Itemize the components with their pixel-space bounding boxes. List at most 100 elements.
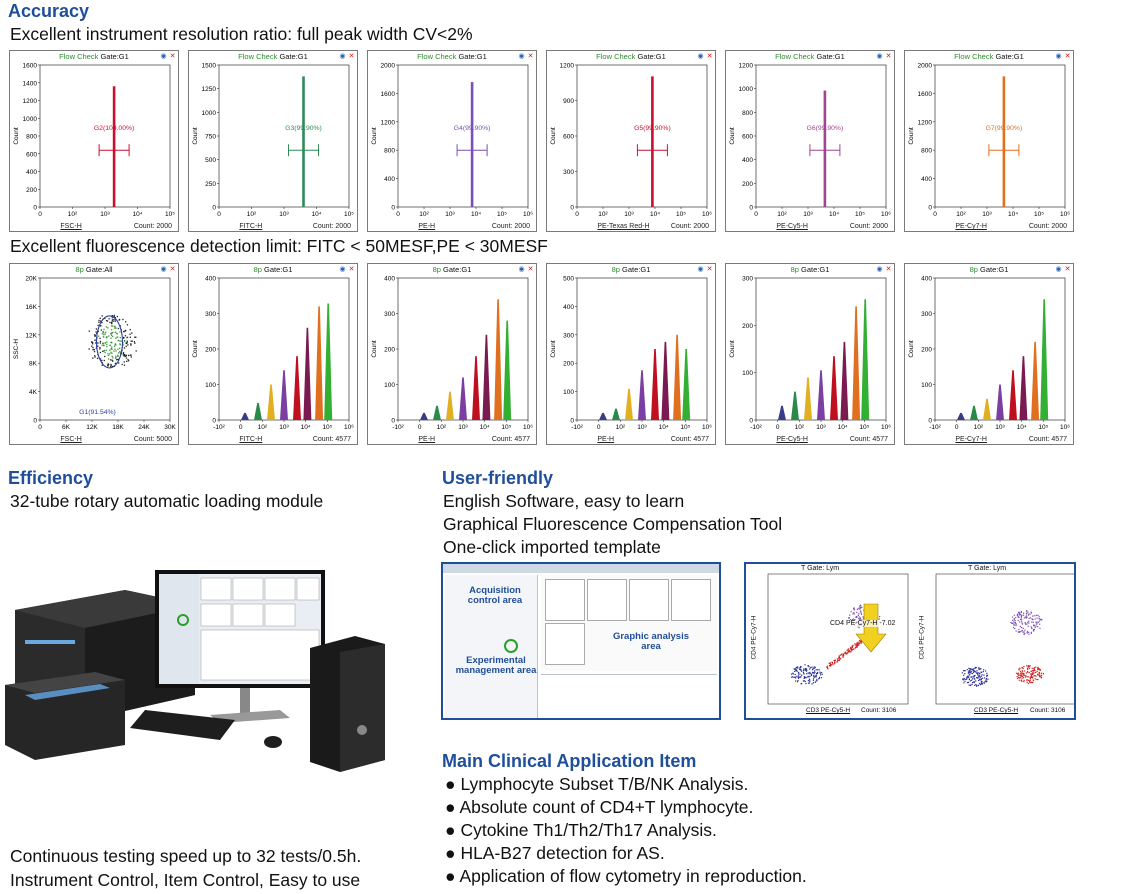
comp-event	[968, 667, 970, 670]
comp-event	[1019, 667, 1021, 669]
comp-event	[808, 678, 811, 680]
scatter-event	[104, 351, 106, 354]
comp-event	[795, 666, 797, 668]
close-icon[interactable]: ✕	[348, 53, 355, 60]
info-icon[interactable]: ◉	[339, 53, 346, 60]
comp-event	[860, 612, 862, 614]
r2-4-x-tick: 10³	[995, 424, 1005, 431]
comp-event	[1021, 680, 1023, 682]
comp-event	[973, 675, 975, 677]
info-icon[interactable]: ◉	[697, 266, 704, 273]
scatter-event	[93, 350, 96, 353]
comp-right-gate: T Gate: Lym	[968, 565, 1007, 572]
info-icon[interactable]: ◉	[518, 53, 525, 60]
close-icon[interactable]: ✕	[1064, 53, 1071, 60]
comp-event	[973, 670, 975, 672]
comp-event	[1027, 621, 1029, 623]
comp-event	[853, 619, 856, 621]
scatter-event	[117, 352, 120, 354]
gate-label: Gate:G1	[458, 52, 487, 61]
comp-event	[1035, 621, 1037, 623]
comp-event	[1026, 632, 1028, 634]
comp-event	[971, 683, 973, 685]
comp-event	[794, 677, 797, 679]
comp-event	[844, 652, 846, 654]
comp-event	[1039, 669, 1041, 671]
scatter-event	[118, 362, 120, 364]
comp-event	[1023, 633, 1025, 635]
info-icon[interactable]: ◉	[876, 266, 883, 273]
info-icon[interactable]: ◉	[339, 266, 346, 273]
r1-5-y-tick: 1600	[918, 91, 933, 98]
comp-event	[832, 663, 834, 665]
comp-event	[981, 674, 983, 676]
comp-event	[987, 678, 989, 680]
scatter-event	[111, 317, 113, 319]
scatter-event	[119, 352, 122, 354]
comp-event	[968, 678, 970, 680]
comp-event	[1021, 630, 1023, 632]
comp-event	[1034, 626, 1036, 628]
comp-event	[963, 670, 965, 672]
comp-event	[961, 672, 963, 674]
comp-event	[1018, 611, 1020, 613]
info-icon[interactable]: ◉	[1055, 53, 1062, 60]
info-icon[interactable]: ◉	[1055, 266, 1062, 273]
comp-event	[979, 679, 981, 681]
comp-event	[1013, 614, 1015, 616]
info-icon[interactable]: ◉	[876, 53, 883, 60]
close-icon[interactable]: ✕	[348, 266, 355, 273]
comp-event	[847, 651, 849, 653]
comp-left-count: Count: 3106	[861, 707, 897, 714]
close-icon[interactable]: ✕	[169, 53, 176, 60]
comp-event	[1019, 677, 1021, 679]
r2-2-x-tick: 10⁶	[702, 424, 712, 431]
close-icon[interactable]: ✕	[706, 53, 713, 60]
r1-4-y-axis-label: Count	[729, 127, 736, 145]
scatter-event	[99, 340, 102, 343]
close-icon[interactable]: ✕	[1064, 266, 1071, 273]
scatter-event	[104, 355, 106, 358]
comp-event	[977, 674, 979, 676]
scatter-event	[95, 331, 97, 333]
scatter-event	[115, 359, 118, 361]
close-icon[interactable]: ✕	[527, 53, 534, 60]
scatter-event	[122, 344, 125, 346]
close-icon[interactable]: ✕	[527, 266, 534, 273]
comp-event	[814, 671, 816, 673]
scatter-event	[116, 333, 118, 335]
comp-event	[813, 676, 815, 678]
comp-event	[828, 664, 831, 666]
r1-1-y-tick: 750	[205, 134, 216, 141]
comp-event	[856, 608, 858, 611]
close-icon[interactable]: ✕	[169, 266, 176, 273]
flow-check-title: Flow Check	[775, 52, 815, 61]
comp-event	[1019, 673, 1021, 675]
r1-5-x-tick: 10⁶	[1060, 211, 1070, 218]
r1-1-title: Flow Check Gate:G1	[189, 52, 357, 61]
info-icon[interactable]: ◉	[160, 266, 167, 273]
scatter-event	[131, 332, 133, 334]
close-icon[interactable]: ✕	[885, 53, 892, 60]
comp-event	[973, 671, 975, 673]
scatter-event	[106, 336, 108, 339]
r2-4-y-tick: 100	[921, 382, 932, 389]
comp-event	[985, 670, 987, 672]
close-icon[interactable]: ✕	[706, 266, 713, 273]
comp-event	[807, 675, 809, 678]
r2-2-bead-peak	[612, 408, 620, 420]
scatter-event	[114, 320, 116, 322]
info-icon[interactable]: ◉	[697, 53, 704, 60]
info-icon[interactable]: ◉	[518, 266, 525, 273]
r1-2-y-tick: 400	[384, 176, 395, 183]
info-icon[interactable]: ◉	[160, 53, 167, 60]
comp-event	[986, 674, 989, 676]
r1-1-x-tick: 10⁵	[344, 211, 354, 218]
comp-event	[1021, 666, 1023, 669]
comp-event	[805, 670, 808, 672]
comp-event	[970, 668, 972, 670]
close-icon[interactable]: ✕	[885, 266, 892, 273]
r2-4-bead-peak	[1040, 299, 1049, 420]
comp-event	[1021, 614, 1023, 616]
comp-event	[842, 654, 844, 657]
